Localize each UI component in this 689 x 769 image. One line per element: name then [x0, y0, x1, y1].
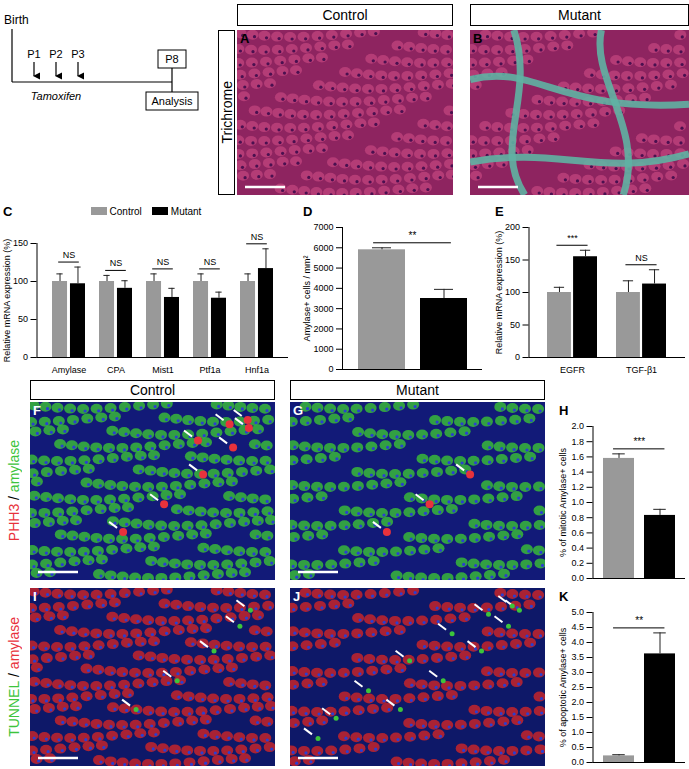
svg-text:NS: NS — [157, 257, 170, 267]
svg-text:**: ** — [635, 615, 643, 626]
html-text:C: C — [3, 204, 13, 219]
svg-text:200: 200 — [505, 222, 520, 232]
svg-text:TGF-β1: TGF-β1 — [626, 365, 657, 375]
svg-text:P1: P1 — [27, 48, 40, 60]
html-text:I: I — [33, 589, 37, 604]
svg-text:NS: NS — [204, 257, 217, 267]
svg-text:100: 100 — [505, 287, 520, 297]
svg-text:4.0: 4.0 — [571, 637, 584, 647]
svg-text:**: ** — [409, 230, 417, 241]
svg-text:1.4: 1.4 — [571, 467, 584, 477]
html-text:amylase: amylase — [6, 440, 22, 493]
svg-text:Hnf1a: Hnf1a — [245, 365, 269, 375]
html-text:Control: Control — [129, 382, 176, 398]
svg-text:3000: 3000 — [313, 304, 333, 314]
svg-text:0.0: 0.0 — [571, 757, 584, 767]
svg-text:5000: 5000 — [313, 263, 333, 273]
svg-text:2000: 2000 — [313, 324, 333, 334]
html-text:D: D — [303, 204, 313, 219]
svg-text:Relative mRNA expression (%): Relative mRNA expression (%) — [2, 239, 12, 363]
svg-text:7000: 7000 — [313, 222, 333, 232]
html-text:B: B — [473, 31, 483, 46]
svg-text:0.2: 0.2 — [571, 558, 584, 568]
svg-text:2.5: 2.5 — [571, 682, 584, 692]
svg-text:0.0: 0.0 — [571, 573, 584, 583]
svg-text:1.0: 1.0 — [571, 727, 584, 737]
svg-text:1.0: 1.0 — [571, 497, 584, 507]
html-text:Control: Control — [109, 205, 142, 217]
svg-text:0.5: 0.5 — [571, 742, 584, 752]
svg-text:150: 150 — [505, 255, 520, 265]
svg-text:50: 50 — [510, 320, 520, 330]
html-text:TUNNEL: TUNNEL — [6, 680, 22, 737]
svg-text:***: *** — [567, 233, 578, 243]
svg-text:0: 0 — [515, 352, 520, 362]
svg-text:3.5: 3.5 — [571, 652, 584, 662]
svg-text:Amylase: Amylase — [52, 365, 87, 375]
svg-text:Amylase+ cells / mm²: Amylase+ cells / mm² — [302, 256, 312, 342]
html-text:K: K — [559, 589, 569, 604]
svg-text:P2: P2 — [49, 48, 62, 60]
html-text:Mutant: Mutant — [558, 7, 601, 23]
svg-text:% of apoptotic Amylase+ cells: % of apoptotic Amylase+ cells — [558, 627, 568, 747]
html-text:H: H — [559, 403, 569, 418]
svg-text:2.0: 2.0 — [571, 697, 584, 707]
svg-text:0.4: 0.4 — [571, 543, 584, 553]
html-text:Mutant: Mutant — [396, 382, 439, 398]
html-text:Trichrome: Trichrome — [218, 81, 235, 144]
html-text:F: F — [33, 403, 41, 418]
svg-text:100: 100 — [13, 276, 28, 286]
svg-text:P8: P8 — [165, 53, 178, 65]
svg-text:P3: P3 — [71, 48, 84, 60]
svg-text:% of mitotic Amylase+ cells: % of mitotic Amylase+ cells — [558, 448, 568, 557]
svg-text:5.0: 5.0 — [571, 607, 584, 617]
html-text:G: G — [293, 403, 304, 418]
svg-text:1.8: 1.8 — [571, 437, 584, 447]
html-text:A: A — [240, 31, 250, 46]
svg-text:0: 0 — [23, 352, 28, 362]
svg-text:1000: 1000 — [313, 344, 333, 354]
svg-text:Mist1: Mist1 — [152, 365, 174, 375]
svg-text:6000: 6000 — [313, 243, 333, 253]
svg-text:1.2: 1.2 — [571, 482, 584, 492]
svg-text:EGFR: EGFR — [560, 365, 586, 375]
svg-text:1.6: 1.6 — [571, 452, 584, 462]
svg-text:3.0: 3.0 — [571, 667, 584, 677]
html-text:Control: Control — [322, 7, 368, 23]
svg-text:0: 0 — [328, 364, 333, 374]
svg-text:CPA: CPA — [107, 365, 125, 375]
svg-text:150: 150 — [13, 238, 28, 248]
html-text:amylase: amylase — [6, 617, 22, 670]
svg-text:Relative mRNA expression (%): Relative mRNA expression (%) — [494, 231, 504, 355]
svg-text:NS: NS — [110, 258, 123, 268]
svg-text:4.5: 4.5 — [571, 622, 584, 632]
svg-text:NS: NS — [251, 232, 264, 242]
svg-text:Analysis: Analysis — [152, 95, 193, 107]
svg-text:0.6: 0.6 — [571, 528, 584, 538]
svg-text:4000: 4000 — [313, 283, 333, 293]
html-text:E: E — [495, 204, 504, 219]
svg-text:50: 50 — [18, 314, 28, 324]
html-text:Mutant: Mutant — [170, 205, 202, 217]
svg-text:1.5: 1.5 — [571, 712, 584, 722]
svg-text:***: *** — [633, 436, 645, 447]
svg-text:Tamoxifen: Tamoxifen — [31, 90, 81, 102]
svg-text:Ptf1a: Ptf1a — [199, 365, 220, 375]
html-text:PHH3: PHH3 — [6, 504, 22, 542]
svg-text:NS: NS — [635, 253, 648, 263]
svg-text:0.8: 0.8 — [571, 513, 584, 523]
svg-text:Birth: Birth — [4, 13, 29, 27]
svg-text:NS: NS — [63, 250, 76, 260]
svg-text:2.0: 2.0 — [571, 421, 584, 431]
html-text:J: J — [293, 589, 301, 604]
